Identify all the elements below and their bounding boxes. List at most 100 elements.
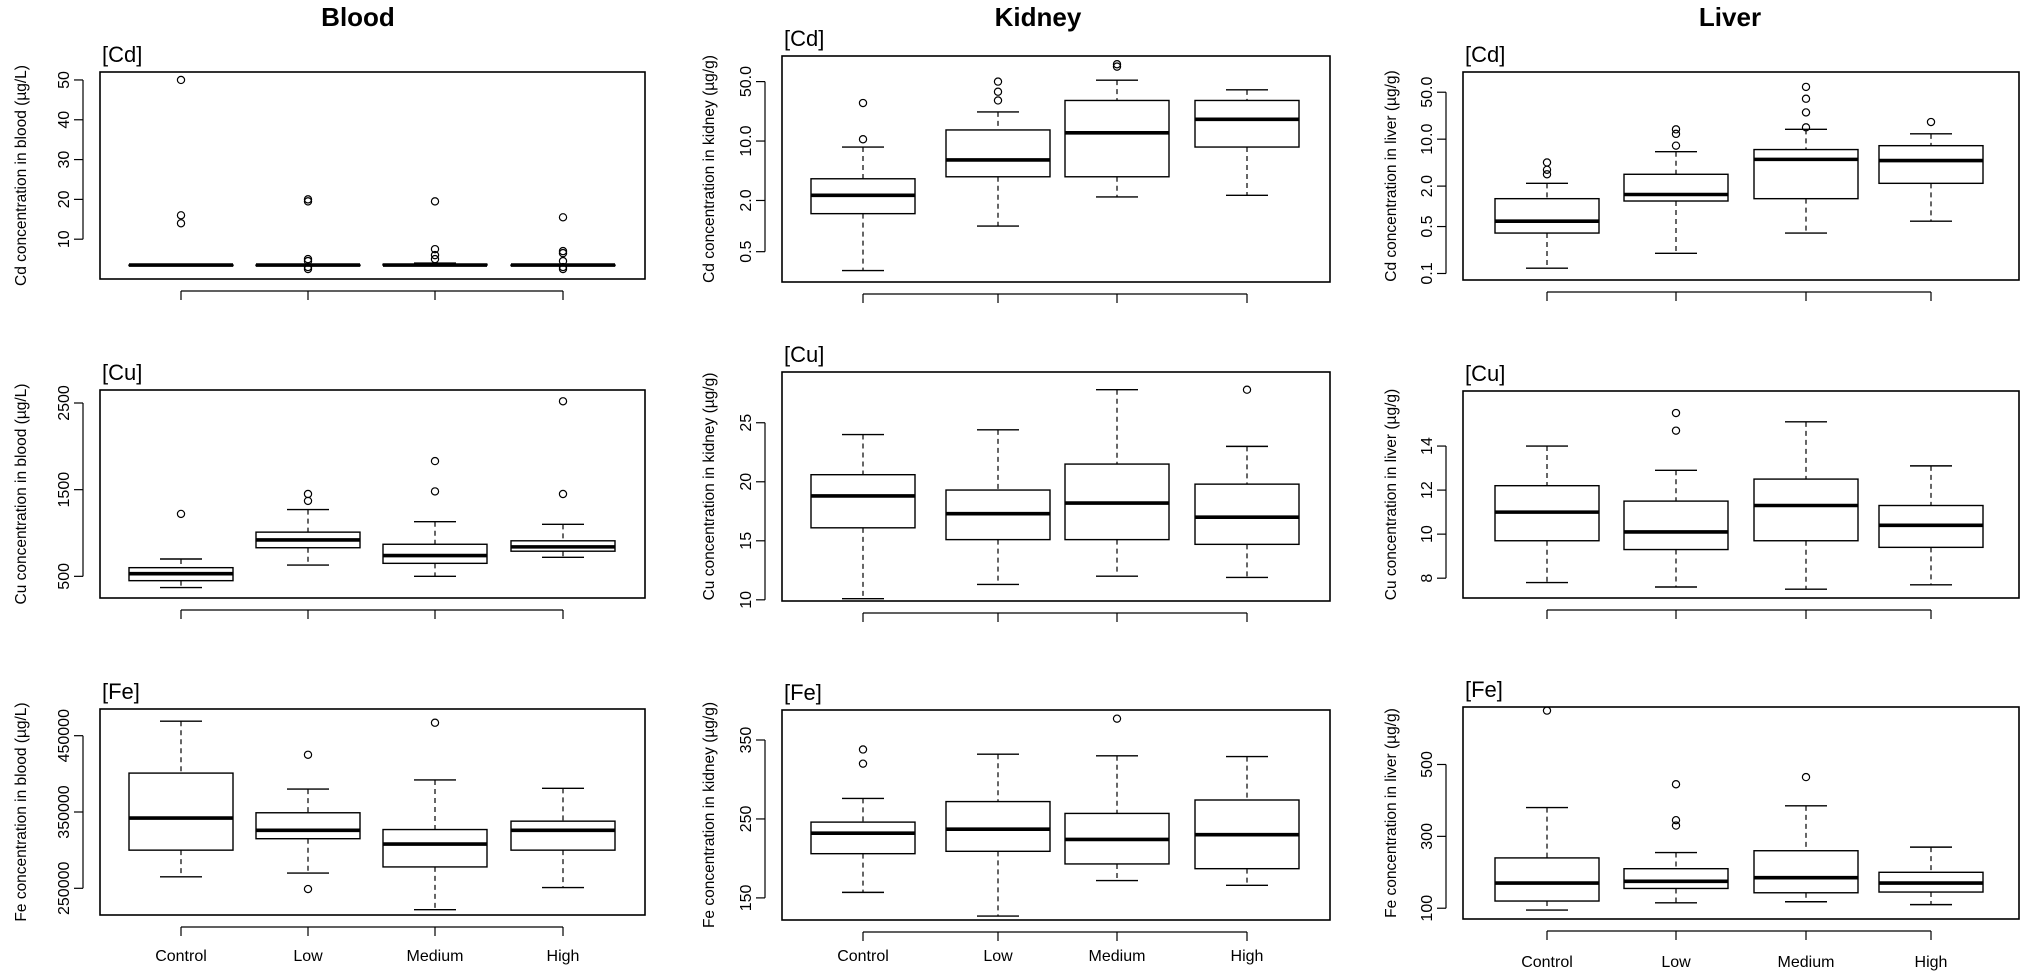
panel-kidney-cd: [Cd] 0.5 2.0 10.0 50.0 Cd concentration in ki… [701,26,1331,303]
plot-frame [1462,390,2020,599]
box-medium [382,456,488,578]
plot-frame [1462,706,2020,920]
outlier-point [1242,385,1252,394]
plot-frame [781,709,1331,921]
x-tick-label-medium: Medium [1089,948,1146,965]
x-tick-label-low: Low [293,948,323,965]
x-tick-label-control: Control [1521,954,1573,971]
y-tick-label: 10 [1419,525,1436,543]
box-iqr [945,800,1051,853]
outlier-point [303,262,313,272]
box-control [810,98,916,272]
y-tick-label: 12 [1419,481,1436,499]
y-tick-label: 350 [738,727,755,754]
box-iqr [1064,99,1170,178]
outlier-point [1671,129,1681,139]
y-tick-label: 250000 [56,861,73,914]
outlier-point [558,213,568,222]
y-tick-label: 10.0 [1419,123,1436,154]
box-control [128,75,234,267]
x-tick-label-control: Control [155,948,207,965]
x-tick-label-control: Control [837,948,889,965]
y-tick-label: 350000 [56,785,73,838]
outlier-point [1671,125,1681,134]
y-tick-label: 25 [738,414,755,432]
panel-tag-cd: [Cd] [784,26,824,51]
outlier-point [1671,821,1681,830]
box-control [810,745,916,894]
panel-liver-fe: [Fe] 100 300 500 Fe concentration in liver (… [1383,677,2020,971]
y-tick-label: 250 [738,806,755,833]
box-high [510,397,616,558]
y-tick-label: 300 [1419,823,1436,850]
plot-frame [781,371,1331,602]
y-tick-label: 20 [56,190,73,208]
panel-tag-cu: [Cu] [1465,361,1505,386]
y-tick-label: 150 [738,884,755,911]
outlier-point [1671,426,1681,435]
outlier-point [303,489,313,499]
y-tick-label: 500 [56,563,73,590]
panel-tag-fe: [Fe] [784,680,822,705]
x-tick-label-medium: Medium [1778,954,1835,971]
y-axis-title: Fe concentration in blood (µg/L) [13,702,30,921]
box-high [1878,846,1984,906]
y-tick-label: 20 [738,473,755,491]
box-iqr [255,812,361,840]
outlier-point [1671,141,1681,150]
outlier-point [303,254,313,264]
outlier-point [858,135,868,144]
box-medium [1064,714,1170,882]
outlier-point [1542,170,1552,179]
y-axis-title: Fe concentration in liver (µg/g) [1383,708,1400,918]
outlier-point [558,256,568,266]
box-control [810,433,916,600]
outlier-point [993,96,1003,105]
outlier-point [176,75,186,85]
y-tick-label: 1500 [56,472,73,508]
x-tick-label-high: High [1231,948,1264,965]
outlier-point [1801,82,1811,92]
outlier-point [558,246,568,256]
outlier-point [303,750,313,759]
panel-kidney-fe: [Fe] 150 250 350 Fe concentration in kidney … [701,680,1331,965]
column-title-kidney: Kidney [994,2,1082,32]
panel-tag-cd: [Cd] [1465,42,1505,67]
box-medium [1753,421,1859,590]
y-axis-title: Cd concentration in kidney (µg/g) [701,55,718,283]
plot-frame [1462,71,2020,281]
column-title-liver: Liver [1698,2,1762,32]
box-low [945,77,1051,227]
outlier-point [303,884,313,894]
outlier-point [1112,714,1122,723]
outlier-point [303,195,313,204]
box-high [1194,385,1300,579]
outlier-point [1926,117,1936,127]
y-tick-label: 2.0 [738,189,755,211]
box-control [1494,706,1600,911]
outlier-point [430,254,440,264]
box-low [1623,780,1729,904]
x-tick-label-low: Low [1661,954,1691,971]
box-control [1494,445,1600,584]
outlier-point [858,745,868,754]
box-medium [382,718,488,911]
panel-tag-cd: [Cd] [102,42,142,67]
y-tick-label: 100 [1419,895,1436,922]
box-iqr [810,821,916,855]
box-iqr [1623,173,1729,202]
panel-tag-cu: [Cu] [102,360,142,385]
box-medium [1064,60,1170,198]
outlier-point [1671,780,1681,789]
box-low [255,750,361,894]
outlier-point [176,211,186,220]
box-iqr [1753,478,1859,542]
y-tick-label: 0.5 [1419,215,1436,237]
outlier-point [1112,60,1122,69]
box-control [128,509,234,589]
box-iqr [1753,148,1859,200]
outlier-point [430,456,440,466]
box-medium [1753,82,1859,234]
box-high [510,213,616,274]
plot-frame [99,389,646,599]
